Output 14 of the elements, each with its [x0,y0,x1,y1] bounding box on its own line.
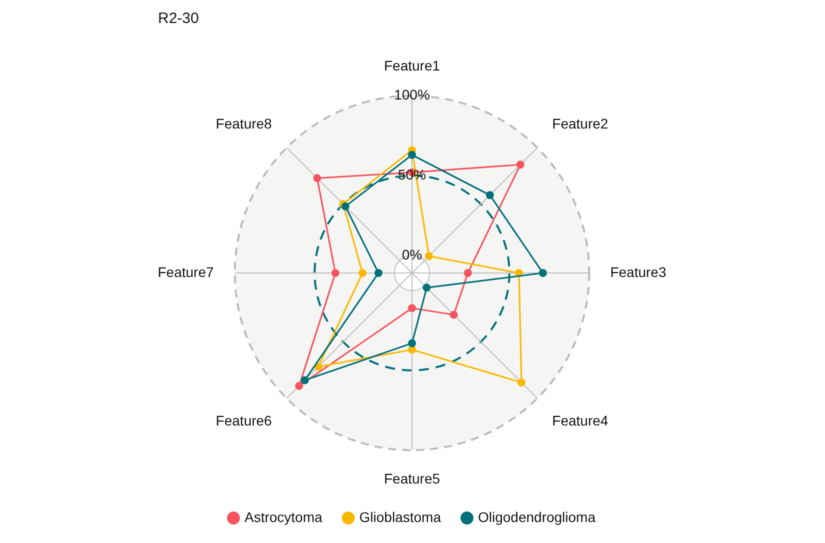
y-tick-label: 0% [402,246,422,262]
spoke-label: Feature3 [610,264,666,280]
spoke-label: Feature6 [216,412,272,428]
spoke-label: Feature7 [158,264,214,280]
spoke-label: Feature1 [384,57,440,74]
spoke-label: Feature5 [384,470,440,486]
spoke-label: Feature4 [552,412,608,428]
y-tick-label: 100% [394,86,430,103]
spoke-label: Feature8 [216,115,272,132]
legend-label: Glioblastoma [359,508,442,525]
legend-label: Astrocytoma [244,508,323,525]
chart-title: R2-30 [158,10,199,27]
legend-label: Oligodendroglioma [478,508,596,525]
spoke-label: Feature2 [552,115,608,132]
